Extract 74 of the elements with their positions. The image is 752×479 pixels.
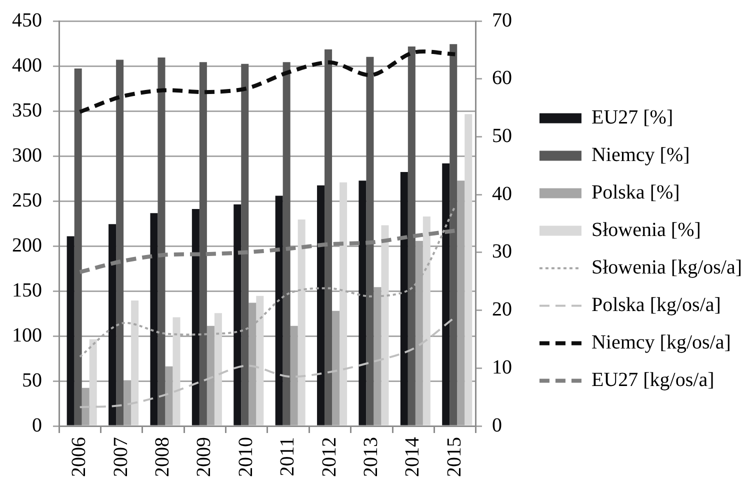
x-tick-label: 2008 xyxy=(151,437,174,477)
legend-label: Słowenia [kg/os/a] xyxy=(591,256,742,278)
x-tick-label: 2010 xyxy=(234,437,257,477)
bar xyxy=(442,163,450,426)
x-tick-label: 2013 xyxy=(360,437,382,477)
bar xyxy=(241,64,249,426)
bar xyxy=(165,366,173,426)
legend-label: Niemcy [%] xyxy=(591,144,690,166)
bar xyxy=(131,300,139,426)
legend-label: Polska [%] xyxy=(591,182,680,204)
bar xyxy=(158,57,166,426)
y2-tick-label: 30 xyxy=(492,240,512,263)
y-tick-label: 50 xyxy=(22,369,42,392)
bar xyxy=(214,313,222,426)
x-tick-label: 2012 xyxy=(318,437,340,477)
y-tick-label: 450 xyxy=(12,9,42,32)
bar xyxy=(282,62,290,426)
line-series xyxy=(78,50,458,114)
bar xyxy=(116,60,124,426)
bar xyxy=(298,219,306,426)
y2-tick-label: 70 xyxy=(492,9,512,32)
bar xyxy=(82,388,90,426)
y-tick-label: 400 xyxy=(12,54,42,76)
bar xyxy=(324,49,332,426)
bar xyxy=(340,182,348,426)
y-tick-label: 250 xyxy=(12,189,42,212)
y2-tick-label: 20 xyxy=(492,298,512,321)
bar xyxy=(332,310,340,426)
bar xyxy=(172,317,180,426)
y-tick-label: 0 xyxy=(32,414,42,436)
legend-label: Niemcy [kg/os/a] xyxy=(591,332,731,354)
y2-tick-label: 40 xyxy=(492,182,512,205)
x-tick-label: 2007 xyxy=(110,437,132,477)
y-tick-label: 350 xyxy=(12,99,42,122)
bar xyxy=(400,172,408,426)
x-tick-label: 2014 xyxy=(402,437,424,477)
bar xyxy=(457,180,465,426)
y-tick-label: 200 xyxy=(12,234,42,256)
bar xyxy=(290,326,298,426)
bar xyxy=(408,46,416,426)
bar xyxy=(256,296,264,426)
bar xyxy=(366,56,374,426)
x-tick-label: 2006 xyxy=(68,437,90,477)
bar xyxy=(192,209,200,426)
bar xyxy=(422,216,430,426)
bar xyxy=(358,180,366,426)
bar xyxy=(124,380,132,426)
x-tick-label: 2009 xyxy=(193,437,216,477)
y2-tick-label: 0 xyxy=(492,414,502,436)
y-tick-label: 100 xyxy=(12,324,42,346)
legend-label: EU27 [%] xyxy=(591,106,674,128)
bar xyxy=(234,204,242,426)
y-tick-label: 150 xyxy=(12,279,42,302)
bar xyxy=(450,44,458,426)
legend-label: EU27 [kg/os/a] xyxy=(591,369,714,391)
y2-tick-label: 60 xyxy=(492,67,512,90)
bar xyxy=(66,236,74,426)
bar xyxy=(275,196,283,426)
y2-tick-label: 10 xyxy=(492,356,512,378)
legend-label: Słowenia [%] xyxy=(591,219,701,241)
bar xyxy=(317,185,325,426)
y-tick-label: 300 xyxy=(12,144,42,166)
x-tick-label: 2011 xyxy=(276,437,299,476)
bar xyxy=(199,62,207,426)
bar xyxy=(108,224,116,426)
bar xyxy=(381,225,389,426)
x-tick-label: 2015 xyxy=(443,437,466,477)
legend-label: Polska [kg/os/a] xyxy=(591,294,721,316)
bar xyxy=(464,114,472,426)
bar xyxy=(74,68,82,426)
bar xyxy=(150,213,158,426)
line-series xyxy=(78,228,458,274)
y2-tick-label: 50 xyxy=(492,124,512,147)
bar xyxy=(89,339,97,426)
